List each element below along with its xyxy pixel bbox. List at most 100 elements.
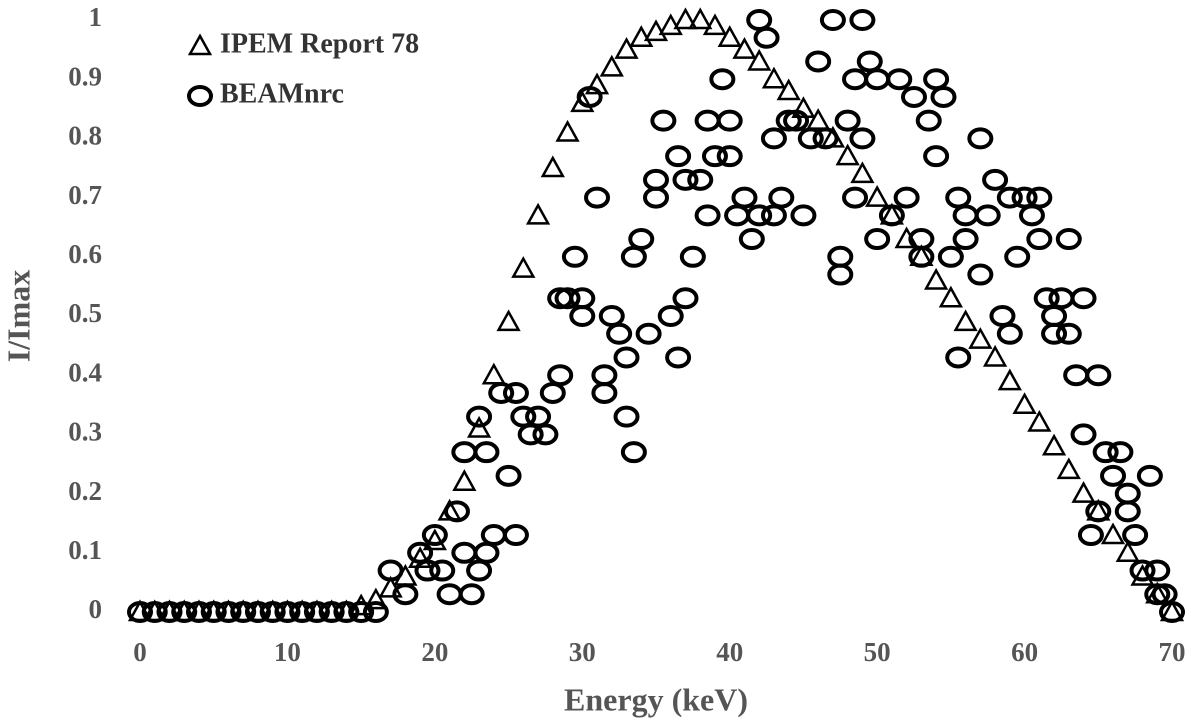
circle-marker — [628, 228, 655, 251]
circle-marker — [915, 109, 942, 132]
x-tick-label: 0 — [133, 637, 147, 667]
triangle-marker — [570, 90, 595, 113]
circle-marker — [1041, 322, 1068, 345]
circle-marker — [967, 263, 994, 286]
circle-marker — [561, 245, 588, 268]
circle-marker — [783, 109, 810, 132]
circle-marker — [886, 68, 913, 91]
circle-marker — [908, 245, 935, 268]
triangle-marker — [982, 344, 1008, 367]
x-tick-label: 30 — [569, 637, 596, 667]
circle-marker — [1159, 601, 1185, 623]
circle-marker — [760, 204, 787, 227]
circle-marker — [495, 464, 522, 487]
circle-marker — [945, 186, 972, 209]
legend-label: BEAMnrc — [220, 78, 344, 109]
circle-marker — [996, 186, 1023, 209]
circle-marker — [945, 346, 972, 369]
y-tick-label: 0.8 — [68, 121, 102, 151]
triangle-marker — [673, 7, 698, 30]
circle-marker — [436, 583, 463, 606]
circle-marker — [1136, 464, 1163, 487]
circle-marker — [539, 381, 566, 404]
triangle-marker — [732, 37, 757, 59]
circle-marker — [731, 186, 758, 209]
circle-marker — [694, 109, 721, 132]
legend-marker — [187, 33, 213, 56]
circle-marker — [797, 127, 824, 150]
circle-marker — [473, 441, 500, 464]
circle-marker — [812, 127, 839, 150]
circle-marker — [443, 500, 470, 523]
triangle-marker — [953, 309, 978, 332]
circle-marker — [1070, 287, 1097, 310]
triangle-marker — [584, 72, 610, 95]
circle-marker — [952, 228, 979, 251]
y-tick-label: 0.7 — [68, 180, 102, 210]
circle-marker — [171, 601, 198, 623]
x-tick-label: 50 — [864, 637, 891, 667]
triangle-marker — [835, 143, 860, 166]
circle-marker — [1114, 482, 1141, 505]
circle-marker — [569, 287, 596, 310]
circle-marker — [665, 145, 692, 168]
circle-marker — [569, 305, 596, 327]
circle-marker — [1077, 524, 1104, 547]
legend-label: IPEM Report 78 — [220, 28, 419, 59]
circle-marker — [362, 601, 389, 623]
triangle-marker — [658, 13, 683, 36]
circle-marker — [1041, 305, 1068, 327]
circle-marker — [1122, 524, 1149, 547]
circle-marker — [908, 228, 935, 251]
triangle-marker — [938, 285, 963, 308]
circle-marker — [348, 601, 375, 623]
triangle-marker — [997, 368, 1022, 391]
circle-marker — [864, 228, 891, 251]
circle-marker — [724, 204, 751, 227]
y-tick-label: 0.5 — [68, 298, 102, 328]
circle-marker — [635, 322, 662, 345]
circle-marker — [864, 68, 891, 91]
circle-marker — [1070, 423, 1097, 446]
x-tick-label: 10 — [274, 637, 301, 667]
triangle-marker — [452, 469, 477, 492]
circle-marker — [303, 601, 330, 623]
circle-marker — [259, 601, 286, 623]
circle-marker — [185, 601, 212, 623]
circle-marker — [620, 245, 647, 268]
circle-marker — [967, 127, 994, 150]
triangle-marker — [1115, 540, 1140, 563]
circle-marker — [650, 109, 677, 132]
circle-marker — [156, 601, 183, 623]
y-tick-label: 0.6 — [68, 239, 102, 269]
circle-marker — [643, 186, 669, 209]
circle-marker — [665, 346, 692, 369]
circle-marker — [842, 186, 869, 209]
circle-marker — [842, 68, 869, 91]
circle-marker — [1100, 464, 1127, 487]
circle-marker — [716, 145, 743, 168]
circle-marker — [1048, 287, 1075, 310]
circle-marker — [937, 245, 964, 268]
circle-marker — [1114, 500, 1141, 523]
circle-marker — [584, 186, 611, 209]
triangle-marker — [761, 66, 787, 89]
y-tick-label: 0.9 — [68, 61, 102, 91]
triangle-marker — [496, 309, 521, 332]
circle-marker — [318, 601, 345, 623]
circle-marker — [709, 68, 736, 91]
circle-marker — [466, 405, 493, 428]
triangle-marker — [776, 78, 801, 101]
triangle-marker — [525, 202, 551, 225]
triangle-marker — [806, 108, 831, 130]
circle-marker — [1063, 364, 1090, 387]
circle-marker — [694, 204, 721, 227]
circle-marker — [576, 85, 603, 108]
circle-marker — [893, 186, 920, 209]
circle-marker — [1085, 364, 1112, 387]
circle-marker — [856, 50, 883, 73]
y-tick-label: 0.3 — [68, 417, 102, 447]
circle-marker — [525, 405, 552, 428]
triangle-marker — [688, 7, 713, 30]
